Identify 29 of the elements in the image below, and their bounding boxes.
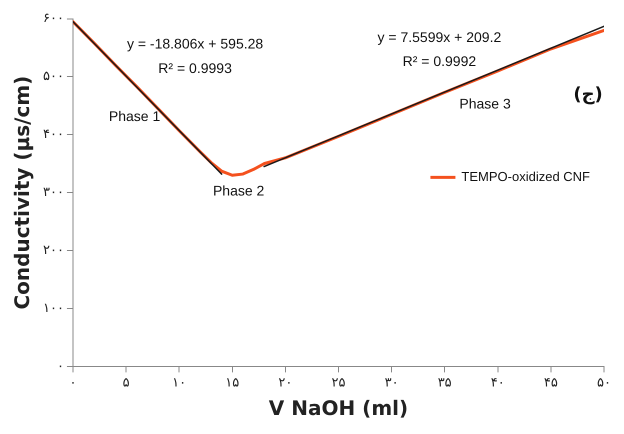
legend-label: TEMPO-oxidized CNF xyxy=(461,168,590,184)
x-tick-label: ۱۵ xyxy=(225,376,240,391)
y-tick-label: ۰ xyxy=(56,358,64,374)
x-tick-label: ۴۰ xyxy=(490,376,505,391)
x-tick-label: ۴۵ xyxy=(544,376,558,391)
annotation: Phase 3 xyxy=(459,96,511,112)
x-tick-label: ۵ xyxy=(122,376,130,391)
annotation: (ج) xyxy=(573,84,603,105)
y-tick-label: ۳۰۰ xyxy=(42,184,64,200)
y-tick-label: ۱۰۰ xyxy=(42,300,64,316)
x-tick-label: ۲۰ xyxy=(278,376,292,391)
y-tick-label: ۲۰۰ xyxy=(42,242,64,258)
x-tick-label: ۳۰ xyxy=(384,376,399,391)
y-axis-title: Conductivity (µs/cm) xyxy=(10,76,34,310)
annotation: R² = 0.9992 xyxy=(402,53,476,70)
annotation: y = 7.5599x + 209.2 xyxy=(377,28,502,45)
annotation: R² = 0.9993 xyxy=(158,60,232,76)
x-tick-label: ۵۰ xyxy=(597,376,611,391)
x-tick-label: ۳۵ xyxy=(438,376,452,391)
y-tick-label: ۵۰۰ xyxy=(42,69,64,84)
annotation: Phase 2 xyxy=(212,182,265,198)
y-tick-label: ۶۰۰ xyxy=(42,11,64,26)
y-tick-label: ۴۰۰ xyxy=(42,127,64,142)
x-axis-title: V NaOH (ml) xyxy=(268,396,408,420)
x-tick-label: ۱۰ xyxy=(172,376,186,391)
x-tick-label: ۰ xyxy=(69,376,76,391)
x-tick-label: ۲۵ xyxy=(331,376,346,391)
annotation: Phase 1 xyxy=(108,108,160,124)
annotation: y = -18.806x + 595.28 xyxy=(126,36,264,52)
